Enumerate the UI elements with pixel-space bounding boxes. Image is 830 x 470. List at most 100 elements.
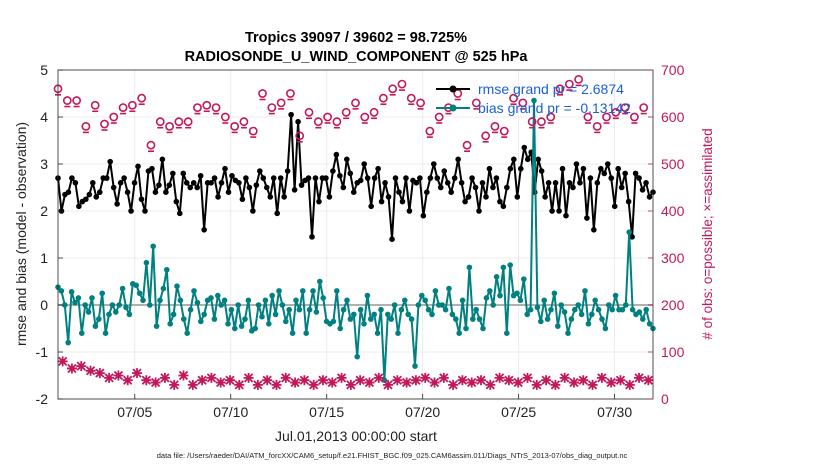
bias-point [92,323,99,329]
bias-point [453,316,459,322]
bias-point [405,311,412,318]
rmse-point [535,156,541,163]
rmse-point [135,163,141,170]
rmse-point [424,189,430,195]
obs-possible-marker [620,103,630,112]
y-axis-label-left: rmse and bias (model - observation) [13,122,29,346]
rmse-point [114,201,120,207]
legend-rmse: rmse grand pr = 2.6874 [478,81,624,97]
obs-assimilated-marker [466,377,477,388]
rmse-point [382,180,388,186]
rmse-point [201,227,207,233]
bias-point [102,330,109,337]
bias-point [181,316,187,322]
y-tick-label-right: 100 [661,344,685,360]
rmse-point [253,182,260,188]
bias-point [470,316,476,322]
rmse-point [361,161,367,167]
bias-point [167,321,173,327]
bias-point [561,309,568,315]
bias-point [415,302,422,308]
bias-point [493,274,500,280]
rmse-point [149,165,155,172]
rmse-point [577,180,583,186]
bias-point [283,318,289,325]
obs-possible-marker [165,122,174,131]
rmse-point [469,175,475,181]
rmse-point [263,184,270,191]
obs-assimilated-marker [271,379,282,390]
bias-point [391,302,398,308]
rmse-point [76,203,82,210]
bias-point [473,306,480,313]
axis-ticks: 07/05 07/10 07/15 07/20 07/25 07/30 5 4 3 2 1 0 -1 -2… [36,62,685,420]
obs-possible-marker [481,131,491,141]
obs-assimilated-marker [355,375,366,386]
rmse-point [413,180,420,186]
bias-point [293,297,299,304]
bias-point [211,316,218,322]
obs-possible-marker [378,93,388,103]
rmse-point [305,175,312,181]
x-tick-label: 07/30 [597,404,632,420]
bias-point [317,278,323,285]
rmse-point [573,161,580,167]
obs-assimilated-marker [392,375,403,386]
rmse-point [152,189,159,195]
bias-point [153,323,160,329]
bias-point [531,97,537,104]
bias-point [218,302,224,308]
bias-point [572,306,578,313]
rmse-point [166,182,173,188]
bias-point [330,318,337,325]
plot-area [58,70,653,399]
bias-point [476,316,483,322]
bias-point [480,325,486,332]
rmse-point [89,180,96,186]
bias-point [351,311,357,318]
rmse-point [225,189,232,195]
rmse-point [458,180,465,186]
bias-point [136,290,143,297]
bias-point [123,304,129,311]
bias-point [310,288,316,294]
rmse-point [156,182,162,188]
obs-assimilated-marker [252,379,263,390]
obs-assimilated-marker [262,375,273,386]
bias-point [116,302,122,308]
rmse-point [176,210,183,217]
rmse-point [337,172,343,179]
rmse-point [107,158,113,165]
rmse-point [389,236,395,242]
bias-point [395,330,401,337]
bias-point [609,306,615,313]
obs-possible-marker [276,98,286,108]
obs-possible-marker [341,107,351,117]
bias-point [126,311,133,318]
bias-point [585,321,592,327]
bias-point [106,311,112,318]
rmse-point [288,111,294,118]
bias-point [306,306,313,313]
bias-point [629,306,636,313]
bias-point [646,321,653,327]
bias-point [432,288,439,294]
y-tick-label-left: 2 [40,203,48,219]
bias-point [96,316,102,322]
bias-point [612,292,619,299]
rmse-point [222,165,228,172]
bias-point [640,316,646,322]
rmse-point [556,208,562,214]
obs-assimilated-marker [345,379,356,390]
bias-point [58,288,65,294]
bias-point [544,316,551,322]
bias-point [483,295,490,301]
obs-possible-marker [527,117,537,127]
rmse-point [211,175,218,181]
rmse-point [246,184,253,191]
y-tick-label-left: 3 [40,156,48,172]
rmse-point [243,175,249,181]
bias-point [184,330,190,337]
rmse-point [110,184,117,191]
rmse-point [65,189,72,195]
